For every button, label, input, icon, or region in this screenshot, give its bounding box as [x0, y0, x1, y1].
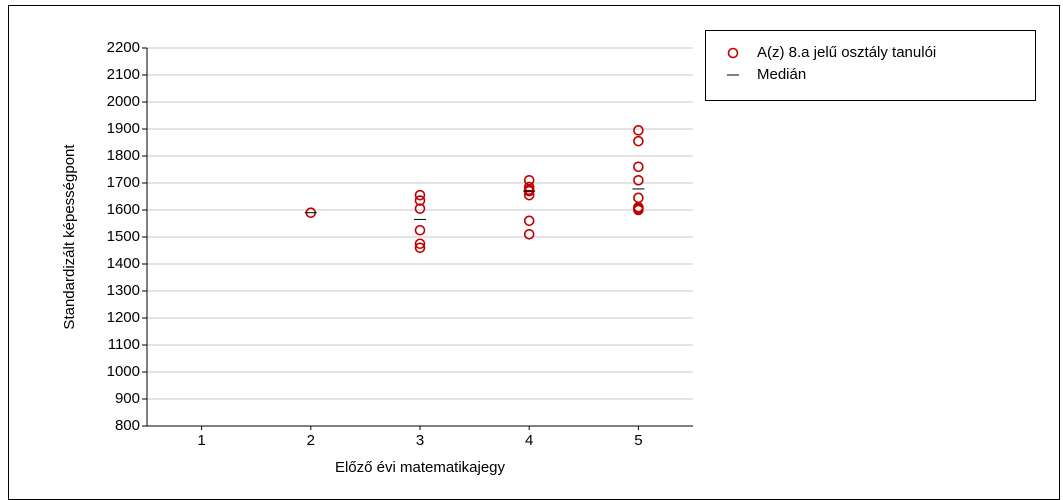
y-tick-label: 1100 [108, 336, 140, 353]
point [414, 242, 426, 254]
point [523, 229, 535, 240]
legend-label: Medián [757, 66, 806, 83]
y-tick-label: 1000 [107, 363, 140, 380]
legend-marker [727, 47, 739, 59]
y-axis-label: Standardizált képességpont [61, 144, 78, 330]
point [633, 161, 644, 173]
y-tick-label: 1400 [107, 255, 140, 272]
y-tick-label: 900 [115, 390, 140, 407]
point [414, 203, 426, 214]
point [633, 125, 644, 136]
x-tick-label: 5 [634, 432, 642, 449]
x-axis-label: Előző évi matematikajegy [335, 459, 506, 476]
legend-label: A(z) 8.a jelű osztály tanulói [757, 44, 936, 61]
legend-box [705, 30, 1036, 101]
point [633, 135, 644, 147]
y-tick-label: 2000 [107, 93, 140, 110]
y-tick-label: 1900 [107, 120, 140, 137]
x-tick-label: 4 [525, 432, 533, 449]
point [414, 195, 426, 206]
point [414, 189, 426, 201]
x-tick-label: 2 [307, 432, 315, 449]
x-tick-label: 3 [416, 432, 424, 449]
point [523, 215, 535, 227]
y-tick-label: 1200 [107, 309, 140, 326]
x-tick-label: 1 [197, 432, 205, 449]
y-tick-label: 1800 [107, 147, 140, 164]
y-tick-label: 1500 [107, 228, 140, 245]
point [633, 192, 644, 204]
point [633, 204, 644, 216]
y-tick-label: 2100 [107, 66, 140, 83]
y-tick-label: 1600 [107, 201, 140, 218]
y-tick-label: 1700 [107, 174, 140, 191]
y-tick-label: 2200 [107, 39, 140, 56]
y-tick-label: 1300 [107, 282, 140, 299]
point [414, 224, 426, 236]
point [633, 175, 644, 186]
point [414, 238, 426, 250]
y-tick-label: 800 [115, 417, 140, 434]
